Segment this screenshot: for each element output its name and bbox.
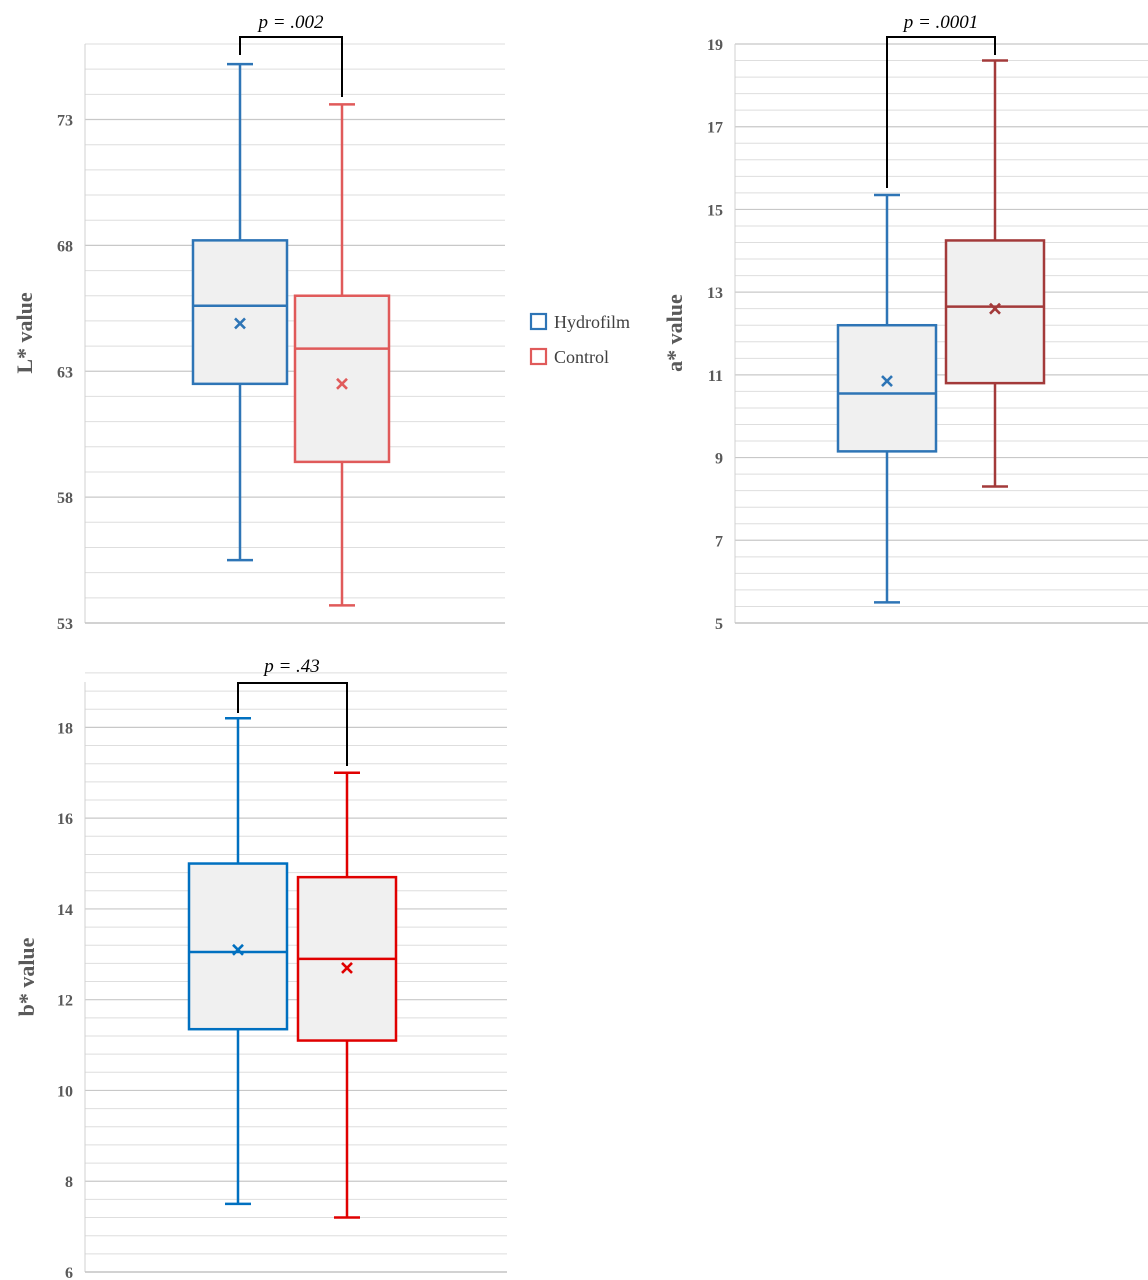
y-tick-label: 13 [707,285,723,302]
y-tick-label: 19 [707,37,723,54]
mean-marker [234,317,246,330]
mean-marker [881,375,893,387]
box-hydrofilm [191,62,289,562]
y-tick-label: 15 [707,202,723,219]
mean-marker [341,962,353,974]
mean-marker [989,302,1001,315]
legend-item-hydrofilm: Hydrofilm [529,312,630,332]
box-control [293,103,391,607]
y-axis-label: a* value [662,294,687,372]
y-tick-label: 10 [57,1083,73,1100]
y-tick-label: 11 [708,368,723,385]
iqr-box [187,862,289,1031]
y-tick-label: 9 [715,451,723,468]
chart-panel-l: 53 58 63 68 73 L* value p = .002 [12,12,505,633]
legend-label: Control [554,347,609,367]
iqr-box [293,294,391,464]
y-tick-label: 68 [57,238,73,255]
legend-swatch [529,347,548,366]
legend-swatch [529,312,548,331]
p-value-label: p = .43 [262,656,320,677]
box-control [944,59,1046,488]
legend: Hydrofilm Control [529,312,630,367]
y-tick-label: 8 [65,1174,73,1191]
y-tick-label: 63 [57,364,73,381]
box-control [296,771,398,1219]
box-hydrofilm [836,193,938,604]
y-tick-label: 18 [57,720,73,737]
y-tick-label: 5 [715,616,723,633]
significance-bracket [237,682,348,766]
chart-panel-b: 6 8 10 12 14 16 18 b* value p = .43 [14,656,507,1280]
significance-bracket [886,36,996,188]
y-tick-label: 53 [57,616,73,633]
y-axis-label: b* value [14,937,39,1016]
box-hydrofilm [187,717,289,1206]
y-tick-label: 14 [57,902,73,919]
iqr-box [191,239,289,386]
iqr-box [944,239,1046,385]
y-tick-label: 17 [707,120,723,137]
iqr-box [836,323,938,453]
y-tick-label: 12 [57,993,73,1010]
y-tick-label: 7 [715,533,723,550]
y-tick-label: 6 [65,1265,73,1280]
legend-label: Hydrofilm [554,312,630,332]
y-tick-label: 73 [57,113,73,130]
mean-marker [232,943,244,956]
legend-item-control: Control [529,347,609,367]
significance-bracket [239,36,343,97]
y-tick-label: 58 [57,490,73,507]
p-value-label: p = .0001 [902,12,979,33]
y-tick-label: 16 [57,811,73,828]
mean-marker [336,377,348,390]
chart-panel-a: 5 7 9 11 13 15 17 19 a* value p = .0001 [662,12,1148,633]
p-value-label: p = .002 [256,12,324,33]
y-axis-label: L* value [12,292,37,374]
